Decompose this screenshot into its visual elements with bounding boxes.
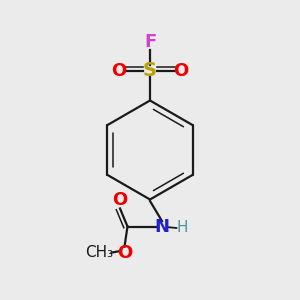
Text: O: O (111, 61, 126, 80)
Text: F: F (144, 33, 156, 51)
Text: O: O (112, 191, 127, 209)
Text: H: H (176, 220, 188, 236)
Text: S: S (143, 61, 157, 80)
Text: CH₃: CH₃ (85, 245, 114, 260)
Text: O: O (117, 244, 132, 262)
Text: O: O (174, 61, 189, 80)
Text: N: N (154, 218, 169, 236)
